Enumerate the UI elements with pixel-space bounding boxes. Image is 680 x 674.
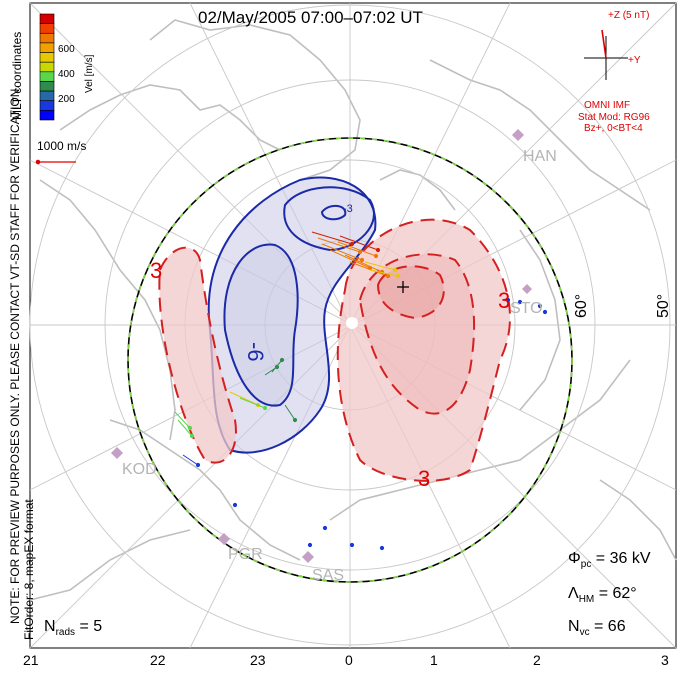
positive-potential-cells: [158, 218, 511, 482]
stat-nvc-sub: vc: [579, 627, 590, 639]
contour-label-pos-bottom: 3: [418, 466, 431, 491]
mlt-tick-22: 22: [150, 652, 166, 668]
stat-nrads-symbol: N: [44, 618, 56, 635]
stat-phi-sub: pc: [580, 559, 592, 571]
imf-vector: [601, 29, 607, 59]
negative-mid-contour: [223, 243, 299, 407]
imf-condition: Bz+, 0<BT<4: [584, 123, 643, 134]
contour-label-pos-right: 3: [498, 288, 511, 313]
stat-nvc: Nvc = 66: [568, 618, 626, 638]
velocity-scale-vector: [35, 159, 76, 165]
colorbar-cell: [39, 90, 55, 102]
stat-nrads: Nrads = 5: [44, 618, 102, 638]
stat-model: Stat Mod: RG96: [578, 112, 650, 123]
potential-min-marker: [346, 317, 358, 329]
station-marker-han: [512, 129, 524, 141]
stat-lambda-sub: HM: [578, 594, 595, 606]
colorbar-cell: [39, 23, 55, 34]
positive-right-inner: [376, 265, 445, 320]
preview-note: NOTE: FOR PREVIEW PURPOSES ONLY. PLEASE …: [8, 85, 22, 624]
contour-label-neg-inner: -6: [243, 342, 268, 362]
hmb-boundary-dash: [127, 137, 573, 583]
station-pgr-label: PGR: [228, 546, 263, 563]
station-sto-label: STO: [510, 300, 543, 317]
imf-clock: [584, 29, 628, 80]
colorbar-cell: [39, 61, 55, 73]
station-marker-pgr: [218, 533, 230, 545]
stat-lambda-symbol: Λ: [568, 585, 579, 602]
positive-left-cell: [158, 246, 237, 464]
coastlines: [29, 19, 677, 601]
colorbar-cell: [39, 52, 55, 63]
latitude-label-60: 60°: [573, 293, 590, 318]
station-sas-label: SAS: [312, 567, 345, 584]
stat-phi-value: = 36 kV: [595, 550, 651, 567]
imf-source: OMNI IMF: [584, 100, 631, 111]
station-marker-kod: [111, 447, 123, 459]
map-title: 02/May/2005 07:00–07:02 UT: [198, 8, 423, 27]
colorbar-cell: [39, 42, 55, 53]
colorbar-cell: [39, 81, 55, 92]
stat-hmb: ΛHM = 62°: [568, 585, 637, 605]
colorbar-cell: [39, 32, 55, 44]
stat-lambda-value: = 62°: [598, 585, 637, 602]
velocity-scale-label: 1000 m/s: [37, 139, 87, 153]
colorbar-tick-200: 200: [58, 94, 75, 105]
station-marker-sto: [522, 284, 532, 294]
stat-nrads-sub: rads: [55, 627, 76, 639]
contour-label-neg-outer: -3: [343, 203, 353, 215]
negative-potential-cell: [207, 176, 377, 454]
negative-top-contour: [283, 186, 375, 252]
mlt-tick-2: 2: [533, 652, 541, 668]
colorbar-label: Vel [m/s]: [84, 54, 95, 93]
colorbar: [39, 13, 55, 121]
colorbar-tick-600: 600: [58, 44, 75, 55]
station-han-label: HAN: [523, 148, 557, 165]
stat-nvc-symbol: N: [568, 618, 580, 635]
negative-core-contour: [320, 204, 347, 221]
mlt-tick-21: 21: [23, 652, 39, 668]
contour-label-pos-left: 3: [150, 258, 163, 283]
stat-nvc-value: = 66: [594, 618, 626, 635]
fit-order-label: FitOrder: 8, mapEX format: [22, 499, 36, 640]
mlt-tick-3: 3: [661, 652, 669, 668]
imf-bz-label: +Z (5 nT): [608, 10, 650, 21]
colorbar-cell: [39, 71, 55, 82]
colorbar-cell: [39, 110, 55, 121]
potential-max-marker: [397, 281, 409, 293]
station-marker-sas: [302, 551, 314, 563]
stat-potential: Φpc = 36 kV: [568, 550, 650, 570]
mlt-tick-23: 23: [250, 652, 266, 668]
stat-nrads-value: = 5: [79, 618, 103, 635]
station-markers: [111, 129, 532, 563]
mlt-tick-1: 1: [430, 652, 438, 668]
colorbar-cell: [39, 100, 55, 111]
latitude-label-50: 50°: [655, 293, 672, 318]
colorbar-cell: [39, 13, 55, 24]
stat-phi-symbol: Φ: [568, 550, 581, 567]
mlt-tick-0: 0: [345, 652, 353, 668]
colorbar-tick-400: 400: [58, 69, 75, 80]
velocity-vectors: [174, 231, 548, 551]
imf-by-label: +Y: [628, 55, 641, 66]
station-kod-label: KOD: [122, 461, 157, 478]
